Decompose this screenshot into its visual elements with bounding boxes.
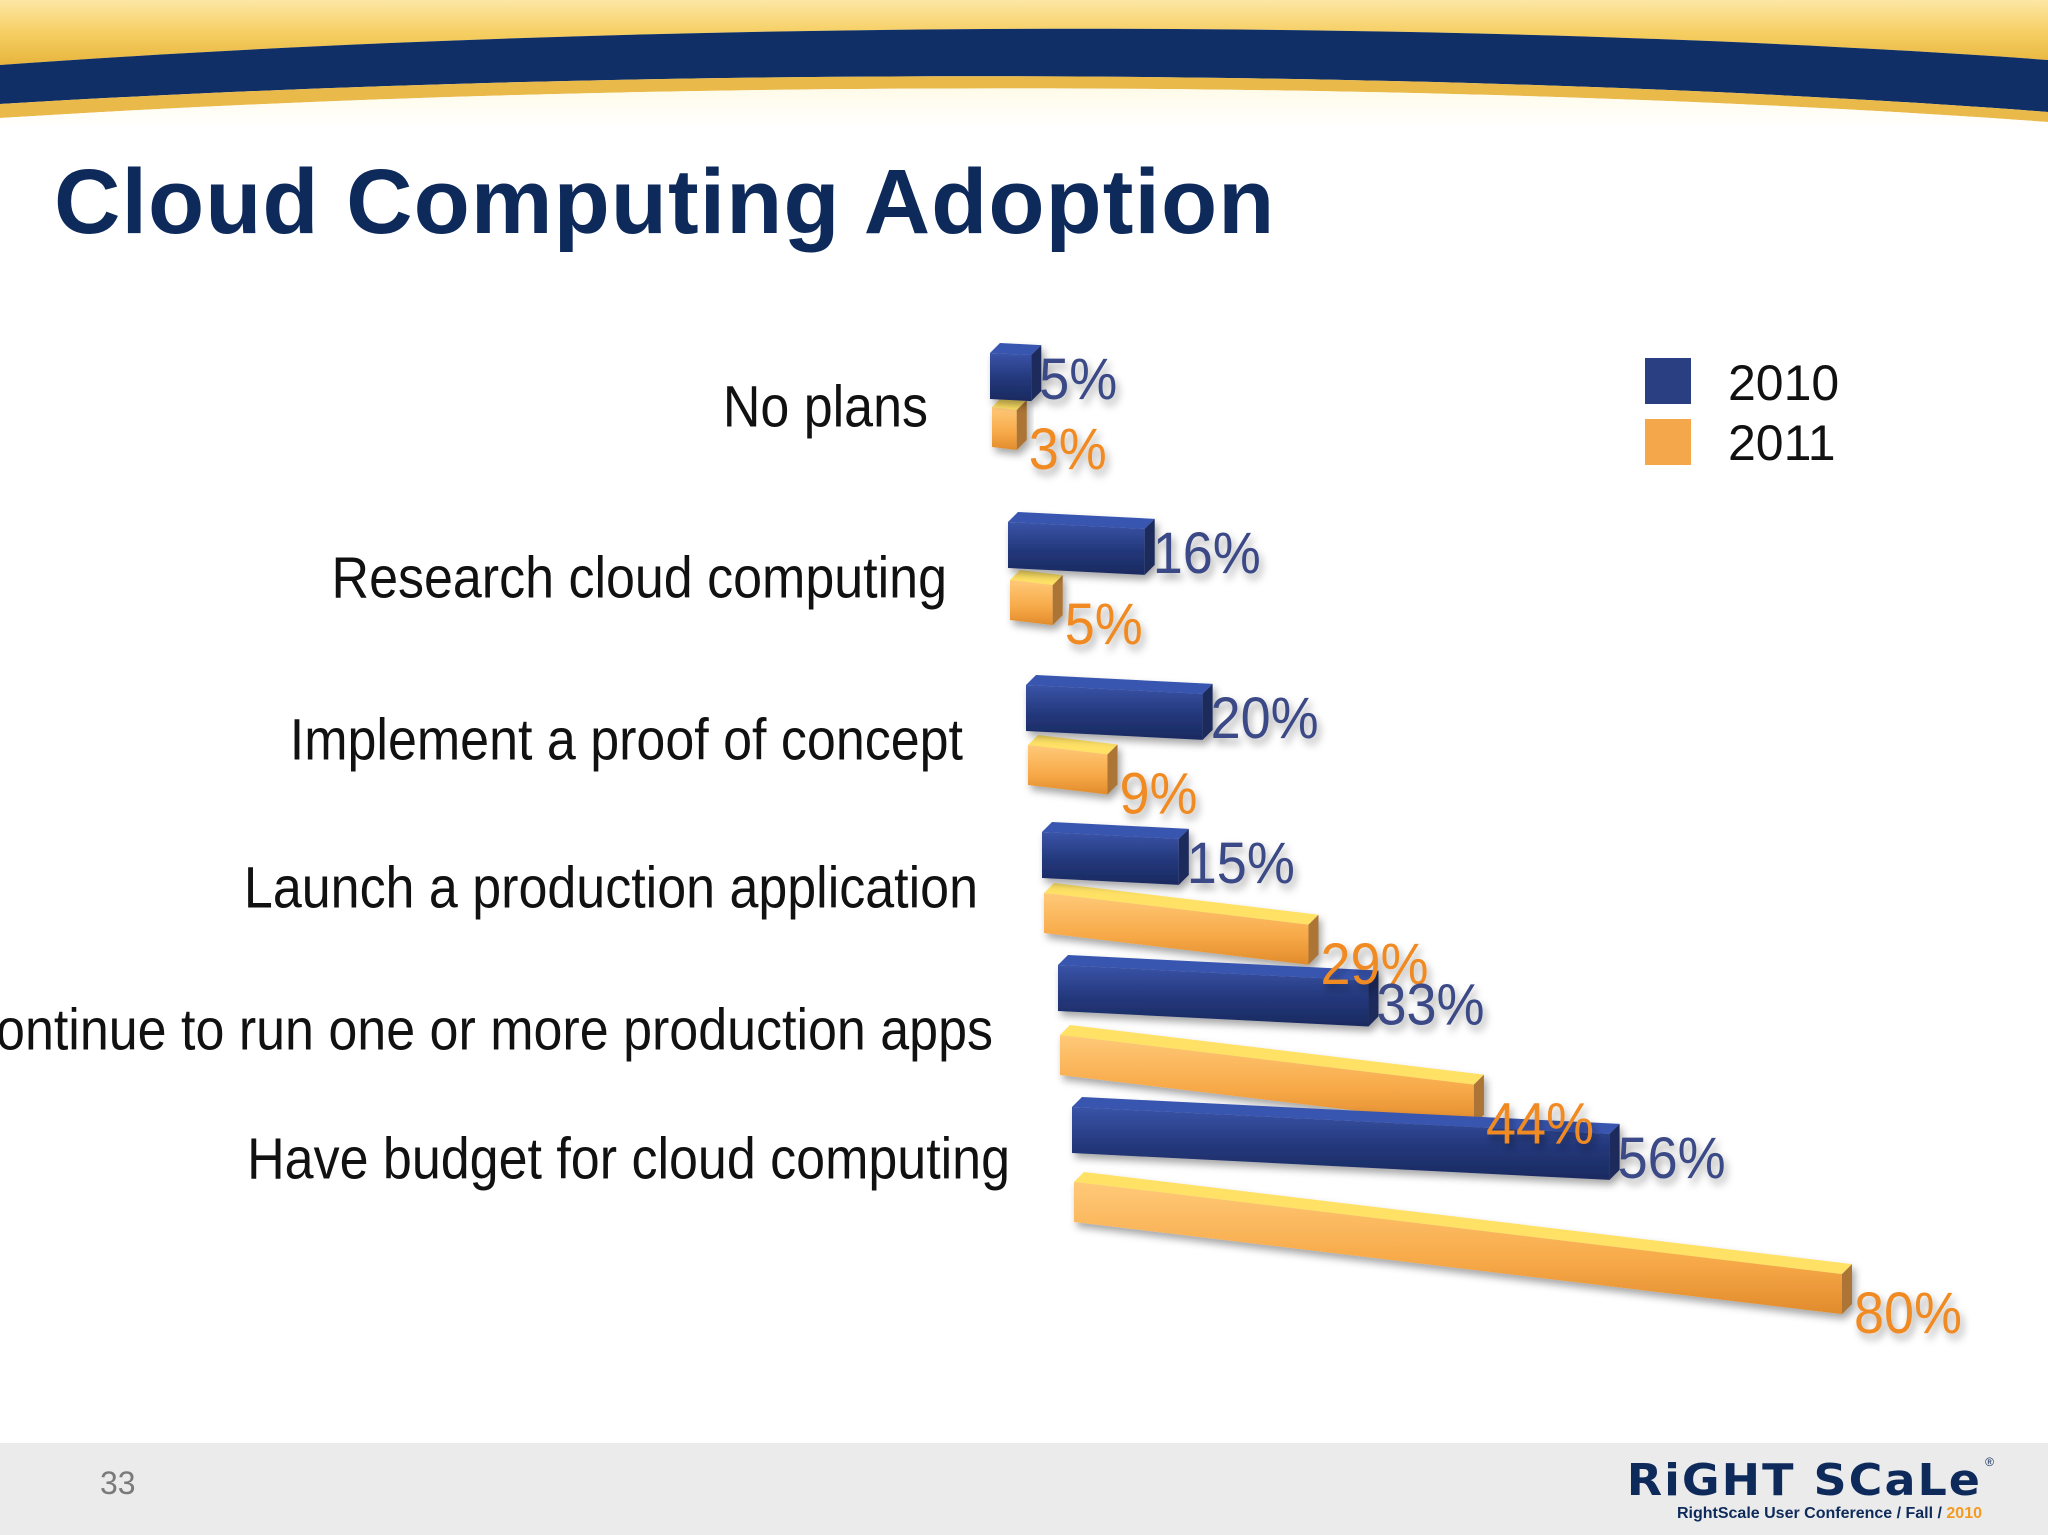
bar-2010 [1072, 1097, 1620, 1180]
value-label-2011: 3% [1029, 416, 1107, 481]
value-label-2010: 56% [1618, 1125, 1726, 1190]
category-label: No plans [723, 374, 928, 439]
slide-title: Cloud Computing Adoption [54, 151, 1276, 253]
legend-swatch-2011 [1645, 419, 1691, 465]
value-label-2010: 20% [1211, 685, 1319, 750]
category-label: Continue to run one or more production a… [0, 997, 993, 1062]
adoption-bar-chart: No plans 5%3%Research cloud computing 16%5… [0, 343, 1962, 1346]
bar-2011 [1044, 883, 1319, 965]
bar-2010 [1008, 512, 1155, 575]
registered-mark: ® [1985, 1455, 1994, 1469]
bar-2010 [1058, 955, 1379, 1027]
value-label-2010: 33% [1376, 972, 1484, 1037]
bar-2011 [1060, 1025, 1484, 1125]
bar-2011 [992, 397, 1027, 450]
bar-2010 [1042, 822, 1189, 885]
header-band [0, 0, 2048, 130]
bar-2011 [1010, 570, 1063, 626]
legend-label-2011: 2011 [1728, 415, 1836, 471]
logo-tagline-year: 2010 [1946, 1505, 1982, 1522]
value-label-2010: 15% [1187, 830, 1295, 895]
bar-2011 [1028, 735, 1118, 795]
value-label-2011: 9% [1119, 761, 1197, 826]
logo-wordmark: RiGHT SCaLe [1626, 1454, 1982, 1506]
value-label-2011: 29% [1320, 931, 1428, 996]
category-label: Research cloud computing [332, 545, 947, 610]
slide-footer: 33 RiGHT SCaLe ® RightScale User Confere… [0, 1443, 2048, 1535]
value-label-2011: 80% [1854, 1280, 1962, 1345]
legend-swatch-2010 [1645, 358, 1691, 404]
logo-tagline: RightScale User Conference / Fall / 2010 [1677, 1505, 1982, 1523]
chart-legend: 2010 2011 [1645, 355, 1839, 471]
category-label: Implement a proof of concept [290, 707, 963, 772]
value-label-2011: 5% [1065, 591, 1143, 656]
logo-tagline-text: RightScale User Conference / Fall / [1676, 1505, 1947, 1522]
category-label: Launch a production application [244, 855, 978, 920]
bar-2011 [1074, 1172, 1852, 1315]
bar-2010 [990, 343, 1042, 402]
rightscale-logo: RiGHT SCaLe ® RightScale User Conference… [1627, 1453, 1994, 1529]
legend-label-2010: 2010 [1728, 355, 1839, 411]
page-number: 33 [100, 1465, 136, 1501]
value-label-2010: 5% [1039, 346, 1117, 411]
category-label: Have budget for cloud computing [247, 1126, 1010, 1191]
value-label-2011: 44% [1486, 1091, 1594, 1156]
value-label-2010: 16% [1153, 520, 1261, 585]
bar-2010 [1026, 675, 1213, 740]
